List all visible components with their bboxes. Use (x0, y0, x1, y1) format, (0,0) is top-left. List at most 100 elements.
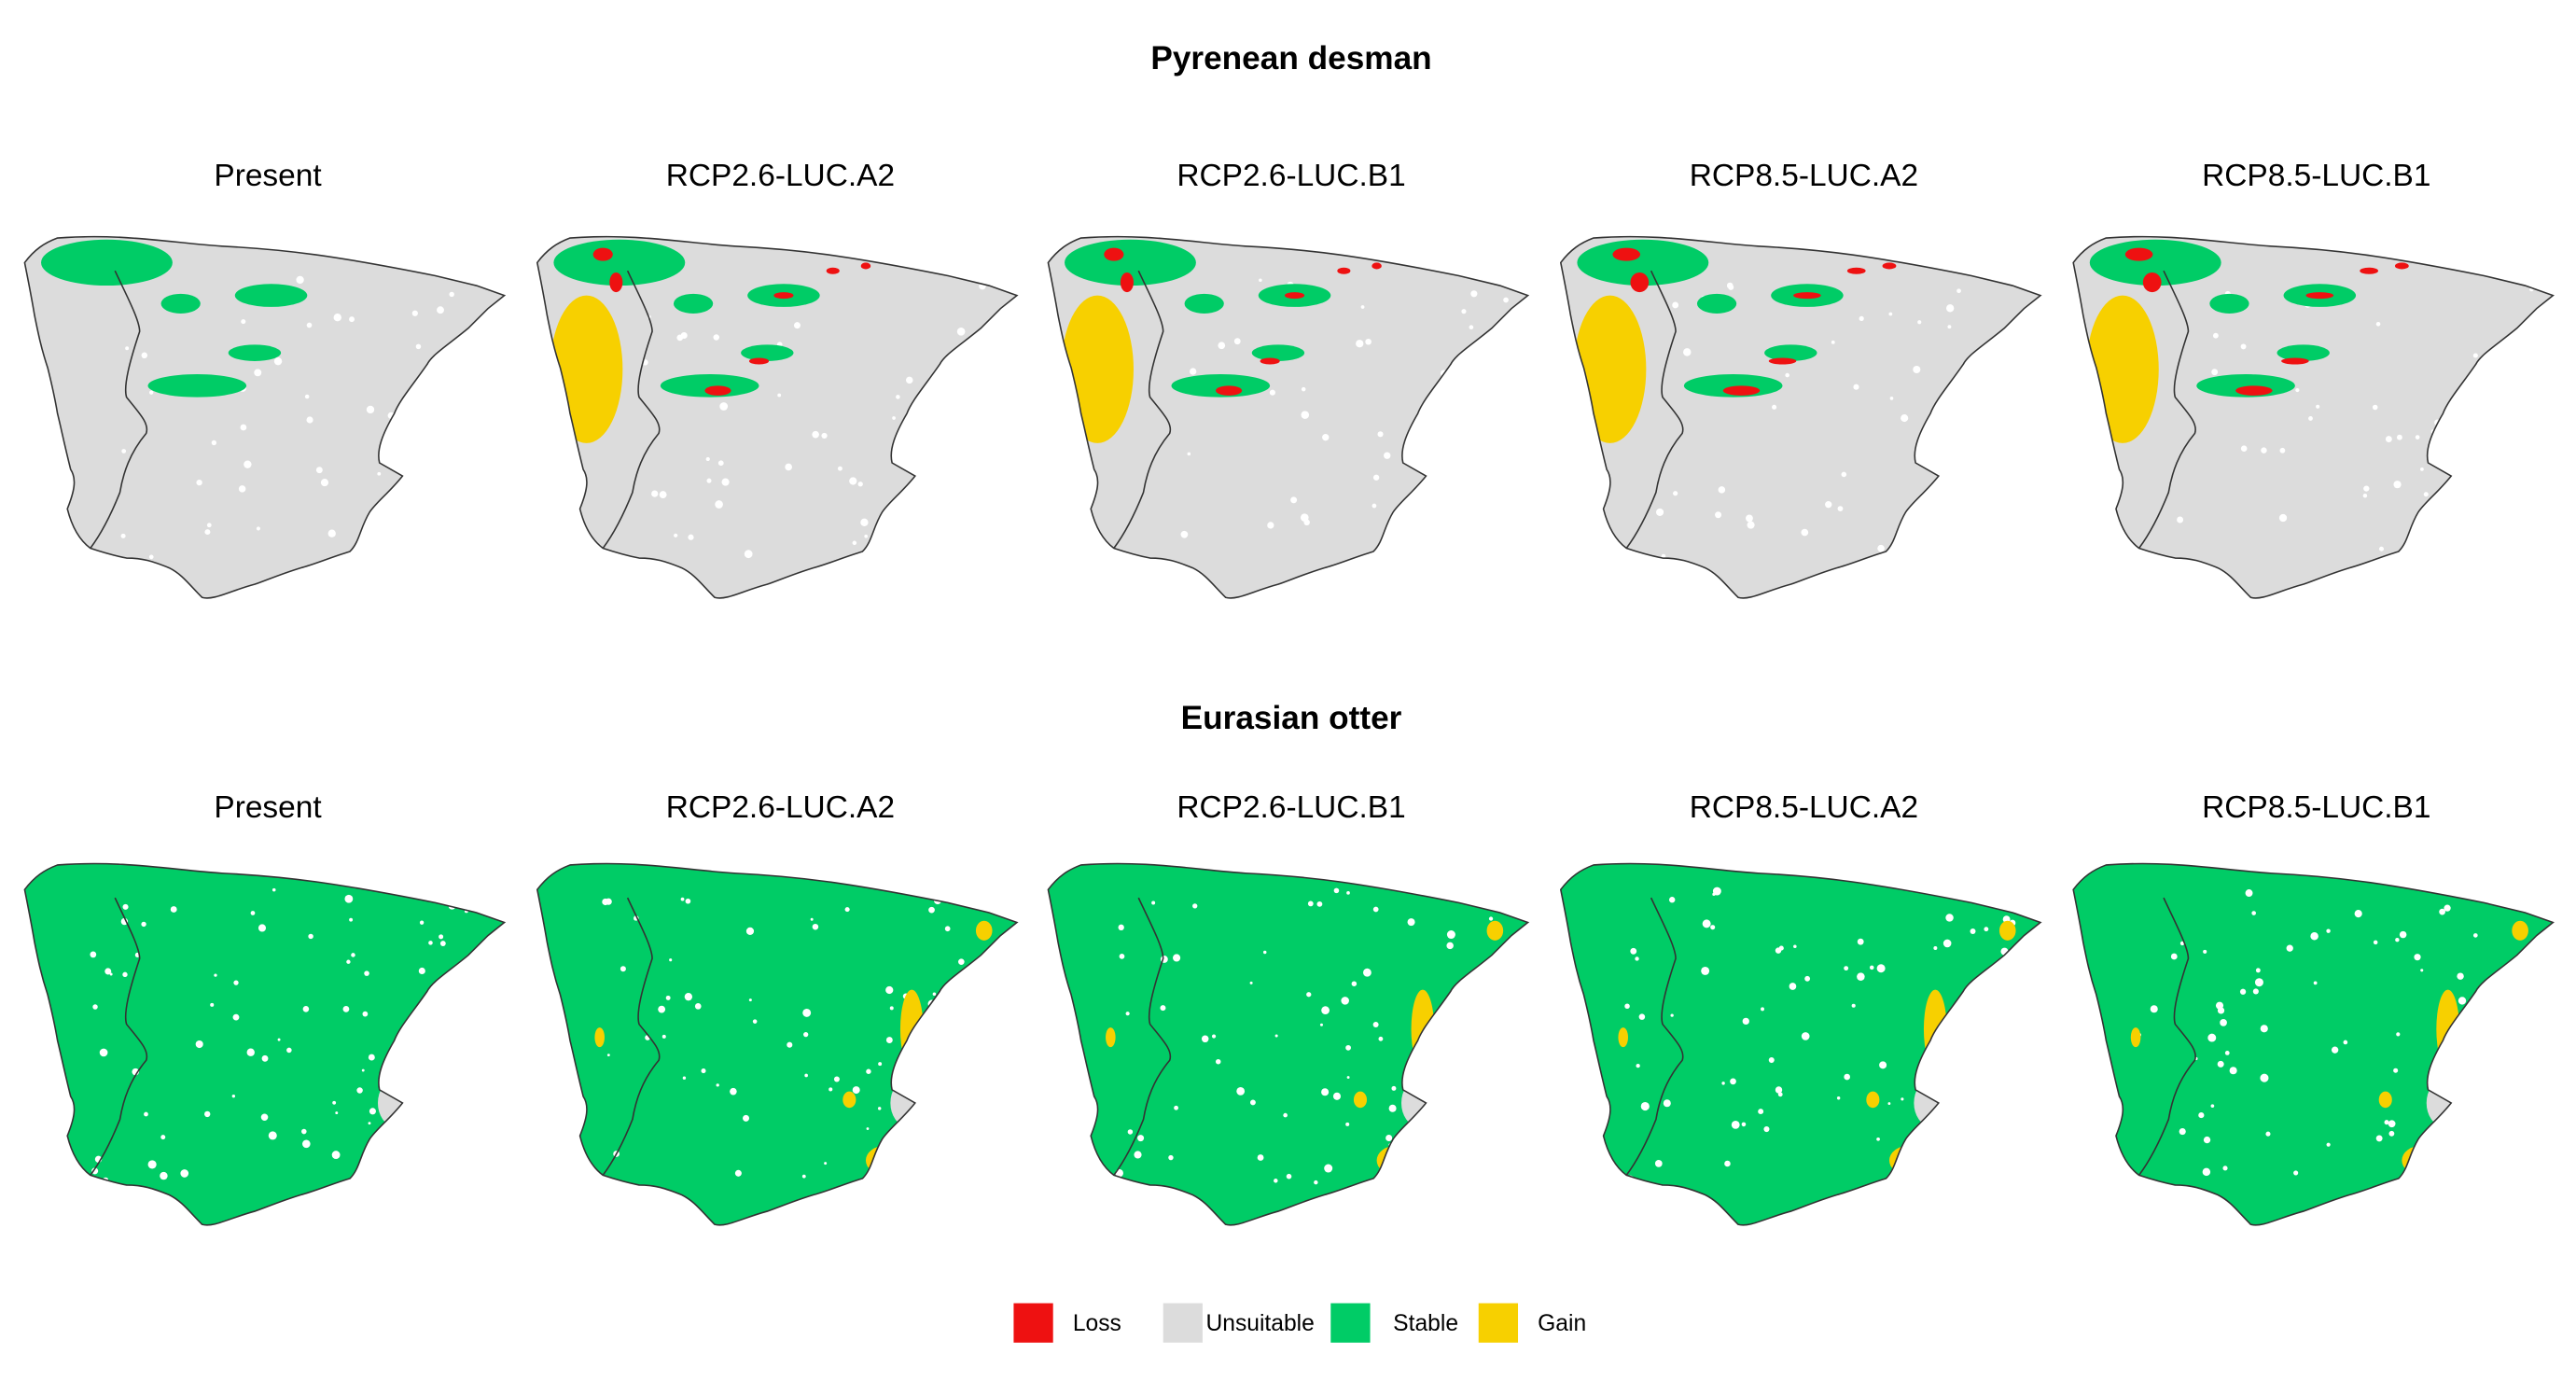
speck (332, 1100, 337, 1105)
speck (170, 906, 177, 913)
speck (2472, 353, 2478, 358)
speck (211, 440, 217, 446)
speck (2217, 1060, 2224, 1068)
speck (1346, 1076, 1350, 1079)
speck (2521, 361, 2528, 369)
speck (2500, 1123, 2505, 1127)
border (1625, 270, 1684, 549)
speck (1715, 511, 1722, 519)
border (2137, 270, 2196, 549)
speck (1454, 1044, 1458, 1049)
speck (1857, 972, 1865, 981)
map-panel (23, 235, 506, 599)
legend-swatch (1330, 1303, 1371, 1343)
speck (1134, 1151, 1142, 1159)
speck (361, 1068, 365, 1072)
speck (258, 924, 267, 932)
speck (948, 1103, 954, 1108)
speck (2222, 1166, 2228, 1171)
speck (787, 1041, 793, 1048)
speck (2501, 1107, 2509, 1114)
speck (256, 526, 260, 531)
loss (1793, 292, 1821, 300)
speck (147, 1160, 157, 1169)
speck (1901, 1097, 1904, 1101)
speck (1952, 502, 1959, 510)
speck (2457, 972, 2464, 980)
speck (1498, 1062, 1506, 1069)
speck (1286, 1173, 1292, 1180)
speck (144, 1111, 148, 1117)
speck (669, 958, 673, 962)
speck (961, 1085, 968, 1093)
map-fill (536, 236, 1017, 598)
speck (1942, 939, 1952, 948)
speck (2261, 447, 2267, 454)
border (90, 270, 148, 549)
speck (2393, 1068, 2399, 1073)
gain (1376, 1145, 1416, 1176)
speck (232, 1013, 240, 1021)
map-fill (24, 863, 505, 1225)
speck (246, 1048, 255, 1056)
speck (342, 1006, 350, 1012)
speck (2217, 1007, 2225, 1014)
stable (1251, 344, 1305, 361)
speck (244, 460, 252, 468)
speck (302, 1006, 310, 1012)
speck (1793, 944, 1797, 949)
speck (272, 887, 276, 892)
legend-swatch (1478, 1303, 1519, 1343)
speck (160, 1171, 168, 1180)
speck (801, 1174, 806, 1179)
speck (2343, 1040, 2348, 1045)
speck (1710, 925, 1716, 930)
speck (273, 356, 283, 366)
speck (1365, 338, 1372, 345)
panel-label: RCP2.6-LUC.B1 (1177, 790, 1405, 825)
speck (1876, 964, 1886, 973)
speck (1635, 956, 1639, 961)
speck (2378, 546, 2385, 551)
loss (2124, 247, 2153, 261)
speck (2385, 436, 2392, 442)
speck (1624, 1003, 1630, 1010)
gain (842, 1091, 856, 1109)
speck (449, 291, 454, 298)
speck (968, 1082, 977, 1090)
speck (424, 1007, 429, 1013)
gain (1618, 1027, 1628, 1048)
speck (1190, 368, 1197, 375)
speck (1378, 1036, 1384, 1041)
map-fill (1048, 863, 1528, 1225)
speck (981, 1147, 989, 1155)
speck (661, 1034, 666, 1039)
speck (2482, 503, 2487, 509)
speck (894, 1079, 898, 1084)
speck (844, 907, 850, 913)
speck (1836, 1096, 1841, 1100)
speck (804, 1073, 808, 1078)
speck (306, 322, 313, 328)
speck (1346, 890, 1350, 895)
speck (1945, 304, 1955, 313)
speck (2497, 1033, 2504, 1040)
speck (1672, 301, 1679, 309)
speck (1274, 1179, 1278, 1183)
speck (1363, 968, 1372, 977)
loss (1630, 272, 1650, 293)
map-panel (536, 235, 1018, 599)
speck (896, 395, 900, 399)
speck (439, 941, 446, 946)
speck (2203, 1136, 2211, 1144)
speck (1730, 1078, 1736, 1085)
speck (2363, 485, 2370, 492)
unsuitable (377, 1080, 411, 1126)
speck (261, 1054, 269, 1062)
speck (1970, 928, 1976, 934)
speck (676, 334, 684, 342)
speck (2212, 332, 2219, 339)
gain (1923, 989, 1947, 1069)
speck (877, 1107, 882, 1110)
speck (364, 970, 369, 976)
